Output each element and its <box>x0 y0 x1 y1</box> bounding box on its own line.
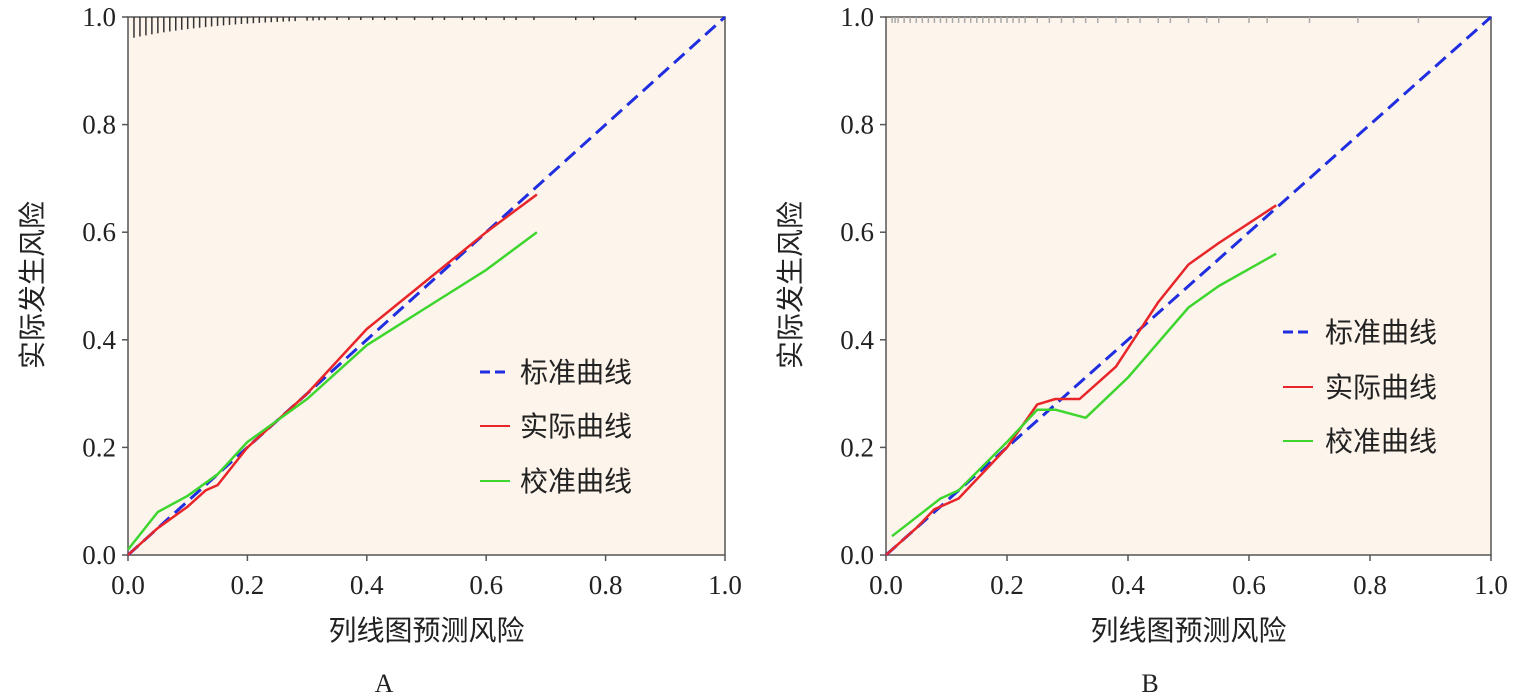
x-axis-label: 列线图预测风险 <box>328 614 524 647</box>
y-tick-label: 0.4 <box>82 325 116 355</box>
y-tick-label: 0.0 <box>840 540 874 570</box>
panel-b: 0.0 0.2 0.4 0.6 0.8 1.0 0.0 0.2 0.4 0.6 0.8 1.0 标准曲线… <box>774 2 1508 698</box>
legend-label: 校准曲线 <box>520 465 632 498</box>
x-tick-label: 0.0 <box>111 570 145 600</box>
y-tick-label: 0.6 <box>82 217 116 247</box>
legend-label: 实际曲线 <box>1325 371 1437 404</box>
panel-label: B <box>1141 669 1158 698</box>
x-tick-label: 0.4 <box>1111 570 1145 600</box>
y-tick-label: 0.6 <box>840 217 874 247</box>
series-line-2 <box>891 252 1277 538</box>
panel-a: 0.0 0.2 0.4 0.6 0.8 1.0 0.0 0.2 0.4 0.6 0.8 1.0 标准曲线… <box>16 2 742 698</box>
x-tick-label: 0.0 <box>869 570 903 600</box>
x-tick-label: 0.2 <box>231 570 265 600</box>
y-tick-label: 0.8 <box>82 110 116 140</box>
x-tick-label: 0.2 <box>990 570 1024 600</box>
series-line-0 <box>885 15 1492 557</box>
x-axis-label: 列线图预测风险 <box>1090 614 1286 647</box>
y-tick-label: 0.4 <box>840 325 874 355</box>
series-line-2 <box>127 231 538 551</box>
y-tick-label: 0.2 <box>82 432 116 462</box>
y-tick-label: 1.0 <box>840 2 874 32</box>
series-line-1 <box>127 193 538 556</box>
y-tick-label: 0.0 <box>82 540 116 570</box>
x-tick-label: 1.0 <box>708 570 742 600</box>
series-line-1 <box>885 204 1277 556</box>
y-axis-label: 实际发生风险 <box>16 201 49 369</box>
y-tick-label: 0.8 <box>840 110 874 140</box>
legend-label: 校准曲线 <box>1325 425 1437 458</box>
x-tick-label: 1.0 <box>1474 570 1508 600</box>
x-tick-label: 0.8 <box>1353 570 1387 600</box>
panel-label: A <box>375 669 394 698</box>
legend-label: 标准曲线 <box>520 356 632 389</box>
x-tick-label: 0.6 <box>469 570 503 600</box>
x-tick-label: 0.8 <box>589 570 623 600</box>
y-tick-label: 0.2 <box>840 432 874 462</box>
x-tick-label: 0.6 <box>1232 570 1266 600</box>
y-tick-label: 1.0 <box>82 2 116 32</box>
y-axis-label: 实际发生风险 <box>774 201 807 369</box>
x-tick-label: 0.4 <box>350 570 384 600</box>
legend-label: 标准曲线 <box>1325 316 1437 349</box>
legend-label: 实际曲线 <box>520 410 632 443</box>
